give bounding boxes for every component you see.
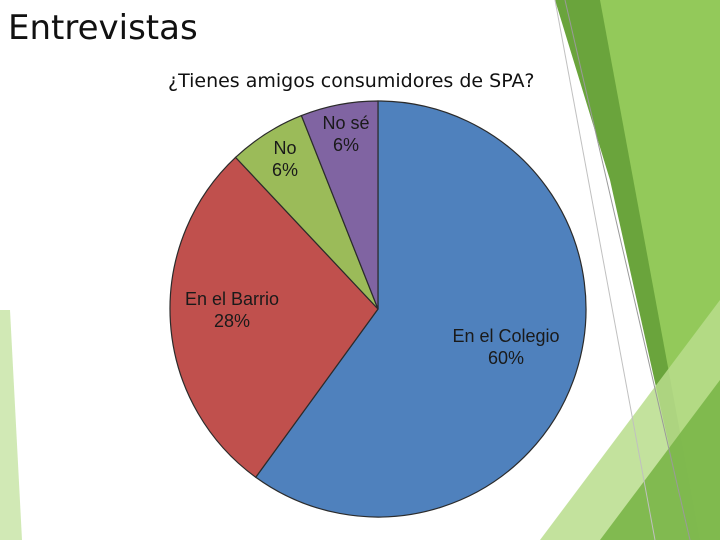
pie-slices	[169, 100, 587, 518]
slice-label: No 6%	[272, 138, 298, 180]
decor-left-strip	[0, 310, 22, 540]
slice-label: En el Colegio 60%	[452, 326, 559, 368]
pie-slice-no-s-	[300, 100, 379, 310]
chart-title: ¿Tienes amigos consumidores de SPA?	[168, 70, 535, 92]
slice-label: No sé 6%	[322, 113, 369, 155]
slice-label: En el Barrio 28%	[185, 289, 279, 331]
pie-slice-en-el-colegio	[254, 100, 587, 518]
pie-slice-en-el-barrio	[169, 156, 379, 479]
slide-title: Entrevistas	[8, 8, 198, 48]
decor-wedge-2	[600, 380, 720, 540]
pie-labels: En el Colegio 60% En el Barrio 28% No 6% No sé…	[185, 113, 560, 368]
decor-line	[564, 0, 691, 540]
decor-line-2	[554, 0, 656, 540]
